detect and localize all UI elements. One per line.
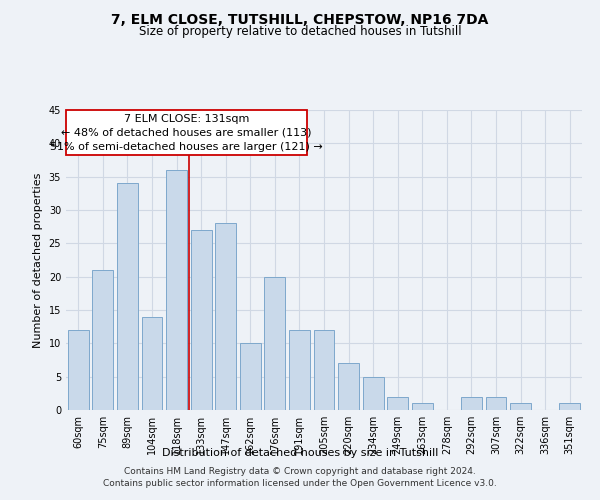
Bar	[117, 184, 138, 410]
Bar	[362, 376, 383, 410]
Bar	[461, 396, 482, 410]
Text: 7, ELM CLOSE, TUTSHILL, CHEPSTOW, NP16 7DA: 7, ELM CLOSE, TUTSHILL, CHEPSTOW, NP16 7…	[112, 12, 488, 26]
Bar	[166, 170, 187, 410]
Bar	[191, 230, 212, 410]
Text: Contains HM Land Registry data © Crown copyright and database right 2024.
Contai: Contains HM Land Registry data © Crown c…	[103, 466, 497, 487]
Bar	[387, 396, 408, 410]
Text: Distribution of detached houses by size in Tutshill: Distribution of detached houses by size …	[162, 448, 438, 458]
Bar	[338, 364, 359, 410]
Bar	[240, 344, 261, 410]
Y-axis label: Number of detached properties: Number of detached properties	[33, 172, 43, 348]
Bar	[314, 330, 334, 410]
FancyBboxPatch shape	[66, 110, 307, 156]
Bar	[215, 224, 236, 410]
Bar	[559, 404, 580, 410]
Bar	[92, 270, 113, 410]
Bar	[68, 330, 89, 410]
Text: 7 ELM CLOSE: 131sqm
← 48% of detached houses are smaller (113)
51% of semi-detac: 7 ELM CLOSE: 131sqm ← 48% of detached ho…	[50, 114, 323, 152]
Bar	[289, 330, 310, 410]
Bar	[510, 404, 531, 410]
Bar	[412, 404, 433, 410]
Bar	[142, 316, 163, 410]
Bar	[485, 396, 506, 410]
Text: Size of property relative to detached houses in Tutshill: Size of property relative to detached ho…	[139, 25, 461, 38]
Bar	[265, 276, 286, 410]
